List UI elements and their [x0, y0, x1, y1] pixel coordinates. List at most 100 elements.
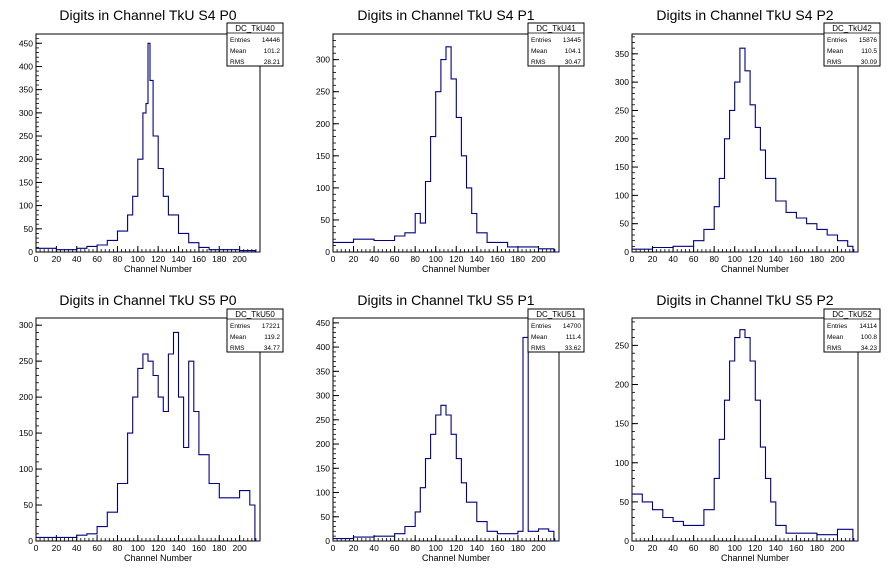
histogram-series: [36, 42, 260, 253]
x-tick-label: 20: [648, 543, 658, 553]
x-tick-label: 60: [92, 543, 102, 553]
y-tick-label: 200: [19, 154, 33, 164]
x-tick-label: 180: [511, 254, 525, 264]
histogram-pad-4: Digits in Channel TkU S5 P1 0 20 40 60 80 100 1…: [316, 292, 585, 563]
y-tick-label: 200: [615, 380, 629, 390]
stats-label: Mean: [230, 48, 247, 55]
x-tick-label: 100: [131, 254, 145, 264]
x-tick-label: 80: [410, 254, 420, 264]
stats-box: DC_TkU50 Entries 17221 Mean 119.2 RMS 34.77: [226, 308, 284, 353]
y-tick-label: 0: [325, 247, 330, 257]
x-tick-label: 20: [349, 543, 359, 553]
plot-frame: [332, 33, 560, 253]
x-tick-label: 40: [668, 543, 678, 553]
x-tick-label: 0: [331, 543, 336, 553]
y-tick-label: 0: [325, 536, 330, 546]
y-tick-label: 50: [24, 500, 34, 510]
y-tick-label: 400: [316, 342, 330, 352]
x-tick-label: 140: [171, 254, 185, 264]
x-tick-label: 0: [34, 543, 39, 553]
x-tick-label: 20: [349, 254, 359, 264]
y-tick-label: 300: [615, 77, 629, 87]
x-tick-label: 60: [390, 543, 400, 553]
stats-name: DC_TkU50: [235, 310, 275, 319]
stats-box-frame: [527, 308, 585, 353]
stats-value: 14114: [859, 323, 877, 330]
plot-title: Digits in Channel TkU S4 P1: [357, 7, 534, 23]
y-tick-label: 250: [615, 340, 629, 350]
stats-value: 34.77: [264, 345, 281, 352]
y-tick-label: 50: [620, 219, 630, 229]
y-tick-label: 0: [28, 247, 33, 257]
plot-frame: [631, 33, 859, 253]
y-tick-label: 350: [316, 366, 330, 376]
x-tick-label: 60: [92, 254, 102, 264]
x-tick-label: 200: [531, 254, 545, 264]
stats-value: 17221: [262, 323, 280, 330]
x-tick-label: 140: [171, 543, 185, 553]
y-tick-label: 150: [615, 419, 629, 429]
stats-value: 101.2: [264, 48, 281, 55]
stats-name: DC_TkU42: [832, 24, 872, 33]
x-tick-label: 40: [369, 254, 379, 264]
stats-name: DC_TkU40: [235, 24, 275, 33]
stats-label: RMS: [230, 345, 245, 352]
x-tick-label: 140: [470, 254, 484, 264]
stats-label: Mean: [827, 334, 844, 341]
stats-value: 14446: [262, 37, 280, 44]
x-tick-label: 120: [151, 254, 165, 264]
stats-label: RMS: [827, 345, 842, 352]
y-tick-label: 50: [620, 497, 630, 507]
stats-value: 14700: [563, 323, 581, 330]
y-tick-label: 150: [19, 177, 33, 187]
x-tick-label: 40: [369, 543, 379, 553]
x-tick-label: 20: [52, 543, 62, 553]
stats-value: 33.62: [565, 345, 582, 352]
stats-box-frame: [226, 308, 284, 353]
x-tick-label: 60: [390, 254, 400, 264]
x-tick-label: 40: [72, 543, 82, 553]
plot-frame: [35, 317, 261, 542]
stats-name: DC_TkU51: [536, 310, 576, 319]
stats-box: DC_TkU41 Entries 13445 Mean 104.1 RMS 30.47: [527, 22, 585, 67]
stats-label: Entries: [230, 37, 251, 44]
x-tick-label: 100: [429, 543, 443, 553]
x-tick-label: 60: [689, 543, 699, 553]
x-tick-label: 200: [830, 254, 844, 264]
stats-label: Entries: [230, 323, 251, 330]
x-tick-label: 120: [449, 543, 463, 553]
stats-label: Mean: [827, 48, 844, 55]
stats-name: DC_TkU41: [536, 24, 576, 33]
x-tick-label: 80: [113, 543, 123, 553]
y-tick-label: 100: [615, 190, 629, 200]
stats-label: Entries: [531, 37, 552, 44]
x-tick-label: 0: [630, 254, 635, 264]
stats-value: 110.5: [861, 48, 877, 55]
x-tick-label: 120: [748, 543, 762, 553]
y-tick-label: 350: [19, 85, 33, 95]
histogram-series: [632, 47, 858, 253]
y-tick-label: 200: [19, 392, 33, 402]
stats-box-frame: [823, 308, 881, 353]
stats-label: Entries: [531, 323, 552, 330]
y-tick-label: 450: [19, 38, 33, 48]
stats-value: 111.4: [566, 334, 582, 341]
y-tick-label: 300: [316, 391, 330, 401]
histogram-pad-2: Digits in Channel TkU S4 P2 0 20 40 60 80 100 1…: [615, 7, 881, 274]
x-tick-label: 80: [113, 254, 123, 264]
x-tick-label: 100: [131, 543, 145, 553]
stats-label: RMS: [230, 59, 245, 66]
x-tick-label: 160: [490, 543, 504, 553]
y-tick-label: 350: [615, 49, 629, 59]
x-tick-label: 20: [52, 254, 62, 264]
y-tick-label: 250: [316, 415, 330, 425]
stats-box-frame: [527, 22, 585, 67]
stats-label: RMS: [531, 345, 546, 352]
histogram-series: [632, 329, 858, 542]
x-tick-label: 160: [490, 254, 504, 264]
x-axis-label: Channel Number: [124, 553, 192, 563]
x-tick-label: 80: [709, 543, 719, 553]
plot-title: Digits in Channel TkU S4 P2: [656, 7, 833, 23]
x-tick-label: 100: [429, 254, 443, 264]
